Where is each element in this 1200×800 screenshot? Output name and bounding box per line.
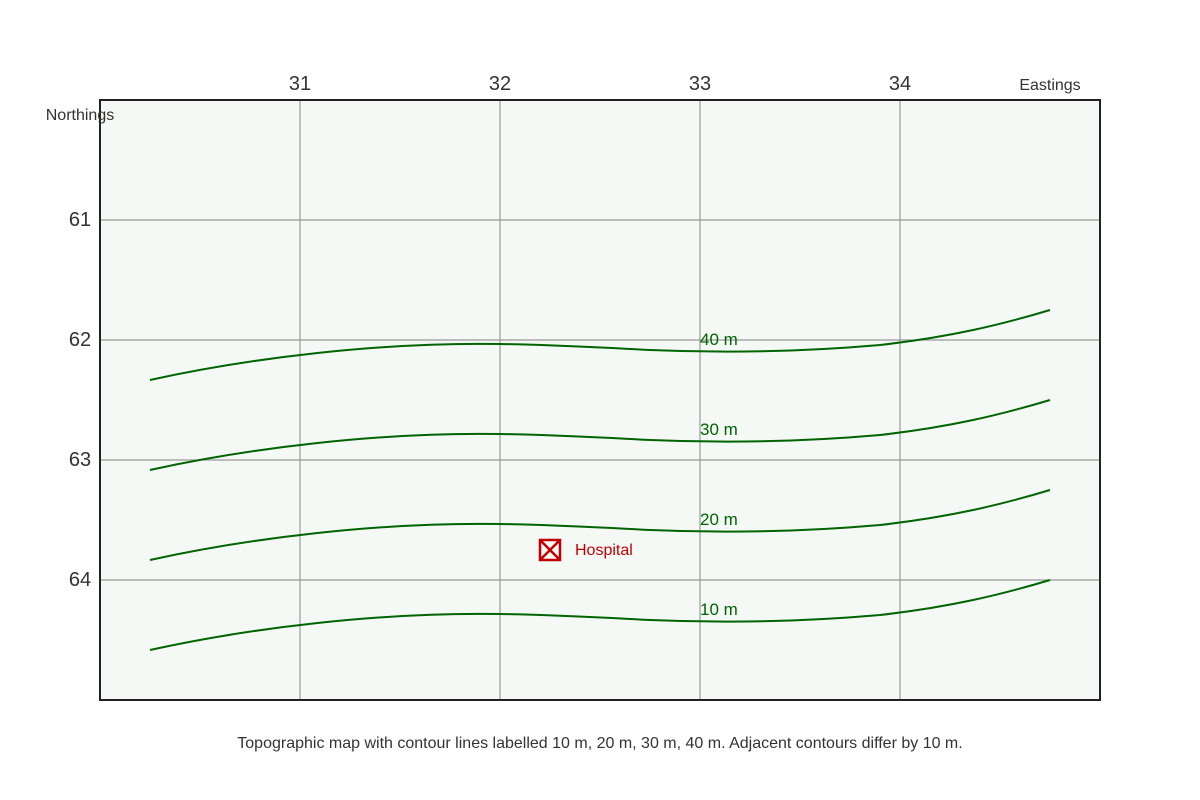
northing-label-64: 64 <box>69 569 91 591</box>
grid-lines <box>100 100 1100 700</box>
contour-line <box>149 579 1051 651</box>
hospital-icon <box>538 538 562 562</box>
feature-label: Hospital <box>575 542 633 559</box>
contour-line <box>149 399 1051 471</box>
contour-label: 30 m <box>700 420 738 439</box>
easting-label-33: 33 <box>689 73 711 95</box>
contour-lines: 40 m 30 m 20 m 10 m <box>149 309 1051 651</box>
eastings-title: Eastings <box>1019 77 1080 94</box>
contour-line <box>149 489 1051 561</box>
contour-10m: 10 m <box>149 579 1051 651</box>
grid-labels: 31 32 33 34 61 62 63 64 <box>69 73 911 591</box>
contour-30m: 30 m <box>149 399 1051 471</box>
easting-label-34: 34 <box>889 73 911 95</box>
northing-label-61: 61 <box>69 209 91 231</box>
contour-label: 10 m <box>700 600 738 619</box>
contour-label: 40 m <box>700 330 738 349</box>
feature-hospital: Hospital <box>538 538 633 562</box>
map-features: Hospital <box>538 538 633 562</box>
contour-label: 20 m <box>700 510 738 529</box>
northings-title: Northings <box>46 107 114 124</box>
easting-label-31: 31 <box>289 73 311 95</box>
contour-line <box>149 309 1051 381</box>
map-background <box>100 100 1100 700</box>
northing-label-63: 63 <box>69 449 91 471</box>
contour-40m: 40 m <box>149 309 1051 381</box>
contour-20m: 20 m <box>149 489 1051 561</box>
easting-label-32: 32 <box>489 73 511 95</box>
map-frame <box>99 99 1101 701</box>
northing-label-62: 62 <box>69 329 91 351</box>
map-caption: Topographic map with contour lines label… <box>237 735 963 752</box>
